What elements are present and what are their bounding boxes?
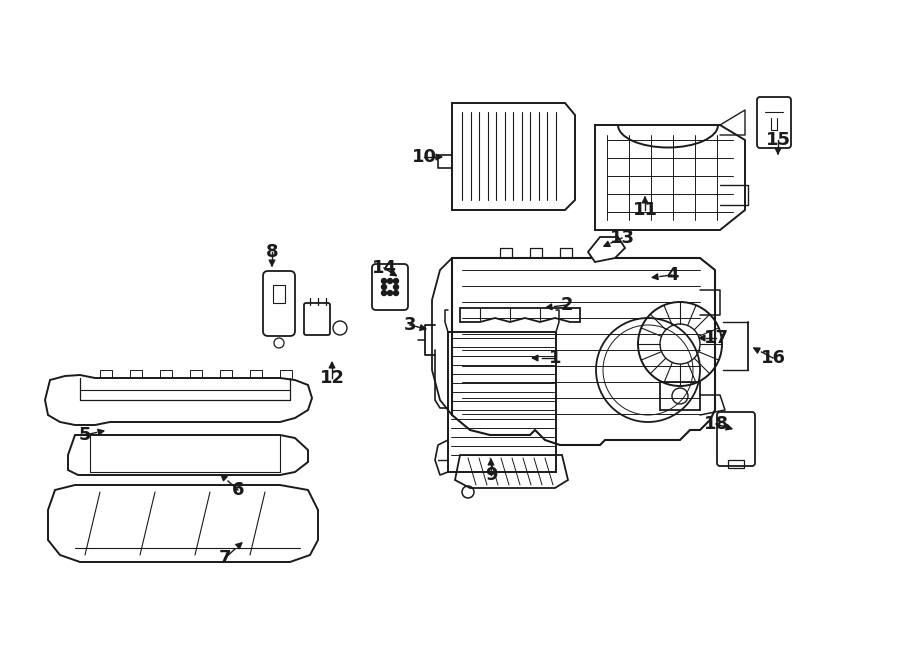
Text: 18: 18 bbox=[704, 415, 729, 433]
Text: 3: 3 bbox=[404, 316, 416, 334]
Circle shape bbox=[382, 278, 386, 284]
Text: 5: 5 bbox=[79, 426, 91, 444]
Text: 1: 1 bbox=[549, 349, 562, 367]
Text: 14: 14 bbox=[372, 259, 397, 277]
Bar bbox=[273, 285, 285, 303]
Text: 10: 10 bbox=[411, 148, 436, 166]
Text: 12: 12 bbox=[320, 369, 345, 387]
Polygon shape bbox=[68, 435, 308, 475]
Text: 2: 2 bbox=[561, 296, 573, 314]
Circle shape bbox=[393, 284, 399, 290]
Text: 9: 9 bbox=[485, 466, 497, 484]
Polygon shape bbox=[45, 375, 312, 425]
Text: 11: 11 bbox=[633, 201, 658, 219]
Text: 13: 13 bbox=[609, 229, 634, 247]
Circle shape bbox=[388, 278, 392, 284]
Text: 15: 15 bbox=[766, 131, 790, 149]
Polygon shape bbox=[452, 258, 715, 445]
Polygon shape bbox=[588, 237, 625, 262]
Circle shape bbox=[393, 278, 399, 284]
Bar bbox=[728, 460, 744, 468]
Text: 7: 7 bbox=[219, 549, 231, 567]
Text: 8: 8 bbox=[266, 243, 278, 261]
Text: 17: 17 bbox=[704, 329, 728, 347]
Polygon shape bbox=[48, 485, 318, 562]
Bar bbox=[660, 382, 700, 410]
Circle shape bbox=[393, 290, 399, 295]
Circle shape bbox=[382, 290, 386, 295]
Text: 6: 6 bbox=[232, 481, 244, 499]
Text: 4: 4 bbox=[666, 266, 679, 284]
Circle shape bbox=[382, 284, 386, 290]
Bar bbox=[448, 332, 556, 472]
Circle shape bbox=[388, 290, 392, 295]
Text: 16: 16 bbox=[760, 349, 786, 367]
